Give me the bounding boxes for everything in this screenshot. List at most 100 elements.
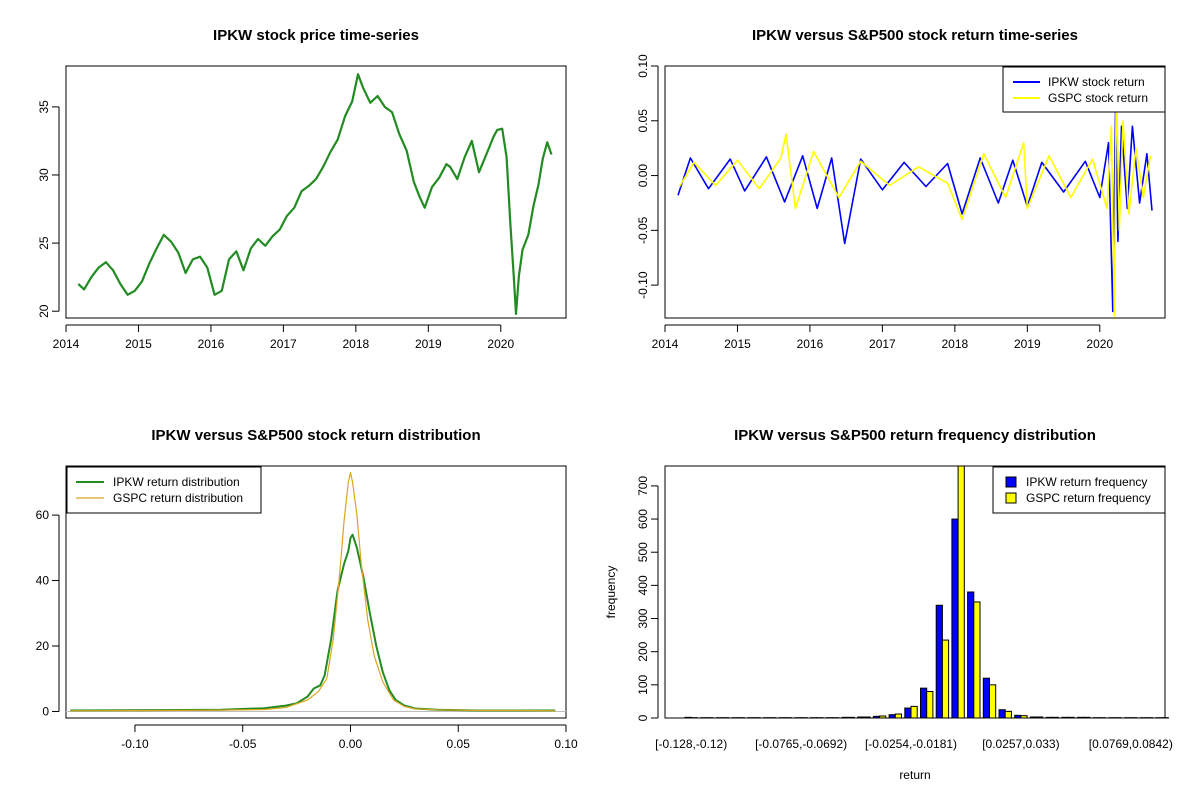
chart-title: IPKW versus S&P500 return frequency dist…	[734, 427, 1096, 444]
plot-box	[664, 65, 1166, 319]
bar-gspc	[973, 601, 981, 719]
x-tick-label: 0.00	[339, 737, 363, 751]
y-tick-label: 35	[37, 100, 51, 114]
legend: IPKW return frequency GSPC return freque…	[992, 466, 1166, 514]
x-tick-label: [0.0257,0.033)	[982, 737, 1059, 751]
legend-label-gspc: GSPC stock return	[1048, 91, 1148, 105]
bar-ipkw	[1061, 716, 1069, 719]
legend: IPKW stock return GSPC stock return	[1002, 66, 1166, 113]
legend-label-gspc: GSPC return frequency	[1026, 491, 1151, 505]
y-tick-label: -0.10	[636, 271, 650, 299]
bar-ipkw	[951, 518, 959, 719]
bar-ipkw	[841, 716, 849, 719]
y-tick-label: 0	[42, 704, 49, 718]
legend: IPKW return distribution GSPC return dis…	[66, 466, 262, 514]
bar-ipkw	[684, 716, 692, 719]
bar-ipkw	[998, 709, 1006, 719]
series-line-ipkw	[70, 533, 556, 712]
bar-ipkw	[967, 591, 975, 719]
x-tick-label: 2017	[869, 337, 896, 351]
bar-gspc	[926, 690, 934, 719]
bar-ipkw	[982, 677, 990, 719]
x-tick-label: 2020	[487, 337, 514, 351]
plot-box	[65, 65, 567, 319]
x-axis-label: return	[899, 768, 930, 782]
x-tick-label: 2019	[1014, 337, 1041, 351]
bar-ipkw	[1077, 716, 1085, 719]
y-tick-label: 20	[36, 639, 50, 653]
series-line-gspc	[70, 471, 556, 712]
y-tick-label: 100	[636, 675, 650, 695]
series-lines	[66, 471, 566, 712]
bar-gspc	[1036, 716, 1044, 719]
bar-gspc	[941, 639, 950, 719]
x-tick-label: -0.10	[121, 737, 149, 751]
legend-box	[66, 466, 262, 514]
x-tick-label: 2018	[343, 337, 370, 351]
x-tick-label: 2015	[724, 337, 751, 351]
bar-gspc	[1067, 716, 1075, 719]
bar-gspc	[894, 713, 902, 719]
bar-ipkw	[1029, 716, 1038, 719]
y-tick-label: 300	[636, 608, 650, 628]
x-tick-label: [-0.0254,-0.0181)	[865, 737, 957, 751]
chart-title: IPKW versus S&P500 stock return distribu…	[151, 427, 480, 444]
x-axis: 2014 2015 2016 2017 2018 2019 2020	[53, 324, 514, 351]
x-tick-label: 2014	[652, 337, 679, 351]
y-tick-label: 0.00	[636, 164, 650, 188]
x-tick-label: 2016	[198, 337, 225, 351]
x-axis: [-0.128,-0.12) [-0.0765,-0.0692) [-0.0254,…	[655, 737, 1173, 751]
series-lines	[677, 76, 1153, 317]
y-tick-label: 700	[636, 476, 650, 496]
x-axis: -0.10 -0.05 0.00 0.05 0.10	[121, 724, 578, 751]
y-axis: -0.10 -0.05 0.00 0.05 0.10	[636, 54, 659, 299]
bar-ipkw	[857, 716, 865, 719]
bars	[684, 465, 1169, 719]
y-axis: 20 25 30 35	[37, 100, 60, 318]
y-tick-label: 20	[37, 304, 51, 318]
x-tick-label: 2016	[797, 337, 824, 351]
bar-ipkw	[1045, 716, 1053, 719]
bar-gspc	[879, 715, 887, 719]
x-tick-label: 2020	[1086, 337, 1113, 351]
y-tick-label: 30	[37, 168, 51, 182]
bar-gspc	[989, 684, 997, 719]
legend-label-gspc: GSPC return distribution	[113, 491, 243, 505]
bar-gspc	[863, 716, 871, 719]
y-axis: 0 100 200 300 400 500 600 700	[636, 476, 659, 721]
y-tick-label: 40	[36, 574, 50, 588]
x-tick-label: 0.10	[554, 737, 578, 751]
y-tick-label: -0.05	[636, 216, 650, 244]
y-tick-label: 600	[636, 509, 650, 529]
bar-ipkw	[872, 715, 881, 719]
legend-label-ipkw: IPKW return frequency	[1026, 475, 1147, 489]
bar-ipkw	[920, 687, 928, 719]
y-tick-label: 25	[37, 236, 51, 250]
bar-ipkw	[1014, 714, 1022, 719]
series-line-ipkw	[677, 98, 1153, 313]
bar-gspc	[1004, 710, 1012, 719]
y-tick-label: 60	[36, 508, 50, 522]
y-axis: 0 20 40 60	[36, 508, 60, 718]
legend-swatch-gspc	[1005, 492, 1017, 504]
y-tick-label: 0.10	[636, 54, 650, 78]
bar-gspc	[1020, 715, 1028, 719]
y-tick-label: 0	[636, 714, 650, 721]
y-tick-label: 200	[636, 641, 650, 661]
legend-box	[992, 466, 1166, 514]
x-tick-label: [0.0769,0.0842)	[1089, 737, 1173, 751]
x-tick-label: 0.05	[447, 737, 471, 751]
y-tick-label: 0.05	[636, 109, 650, 133]
x-tick-label: 2018	[942, 337, 969, 351]
x-tick-label: [-0.128,-0.12)	[655, 737, 727, 751]
bar-ipkw	[904, 707, 912, 719]
chart-title: IPKW versus S&P500 stock return time-ser…	[752, 27, 1078, 44]
bar-gspc	[847, 716, 855, 719]
y-tick-label: 400	[636, 575, 650, 595]
x-tick-label: 2014	[53, 337, 80, 351]
x-tick-label: 2019	[415, 337, 442, 351]
bar-ipkw	[888, 714, 896, 719]
bar-gspc	[910, 705, 918, 719]
bar-gspc	[1051, 716, 1060, 719]
